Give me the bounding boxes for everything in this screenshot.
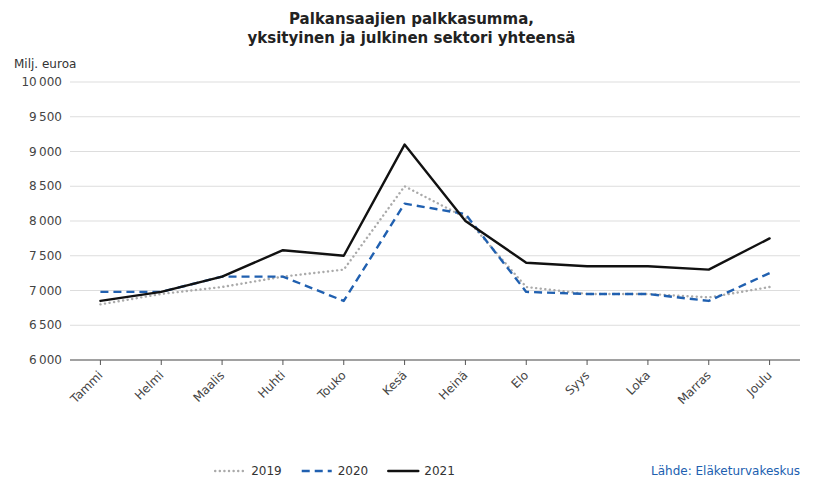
y-tick-label: 6 500 <box>29 318 62 332</box>
y-tick-label: 7 000 <box>29 284 62 298</box>
legend: 2019 2020 2021 <box>215 464 455 478</box>
grid <box>70 82 800 360</box>
x-tick-label: Kesä <box>380 368 410 398</box>
grid-line <box>70 186 800 187</box>
y-axis-label: Milj. euroa <box>14 57 76 71</box>
x-tick-label: Heinä <box>436 368 470 402</box>
y-tick-label: 9 500 <box>29 110 62 124</box>
series-line <box>100 204 769 301</box>
grid-line <box>70 116 800 117</box>
y-tick-label: 10 000 <box>21 75 62 89</box>
x-tick-label: Loka <box>623 368 653 398</box>
grid-line <box>70 290 800 291</box>
x-tick <box>465 360 466 365</box>
grid-line <box>70 360 800 361</box>
x-tick-label: Tammi <box>67 368 105 406</box>
x-tick <box>526 360 527 365</box>
grid-line <box>70 255 800 256</box>
x-tick <box>100 360 101 365</box>
x-axis-line <box>70 360 800 361</box>
x-tick-label: Joulu <box>743 368 774 399</box>
x-tick <box>222 360 223 365</box>
x-tick-label: Huhti <box>255 368 288 401</box>
series-line <box>100 145 769 301</box>
x-tick-label: Elo <box>509 368 532 391</box>
series-line <box>100 186 769 304</box>
y-tick-label: 6 000 <box>29 353 62 367</box>
x-tick <box>647 360 648 365</box>
x-tick <box>404 360 405 365</box>
series-lines <box>100 145 769 305</box>
legend-label: 2020 <box>338 464 369 478</box>
x-tick-label: Maalis <box>190 368 227 405</box>
chart: Palkansaajien palkkasumma,yksityinen ja … <box>0 0 823 501</box>
legend-label: 2021 <box>424 464 455 478</box>
y-tick-label: 8 000 <box>29 214 62 228</box>
grid-line <box>70 82 800 83</box>
legend-swatch <box>388 470 418 472</box>
x-tick <box>161 360 162 365</box>
source-label: Lähde: Eläketurvakeskus <box>651 464 800 478</box>
subtitle: yksityinen ja julkinen sektori yhteensä <box>247 29 575 47</box>
y-tick-label: 9 000 <box>29 145 62 159</box>
y-tick-label: 8 500 <box>29 179 62 193</box>
legend-label: 2019 <box>251 464 282 478</box>
grid-line <box>70 151 800 152</box>
x-tick <box>343 360 344 365</box>
x-tick-label: Marras <box>675 368 714 407</box>
legend-swatch <box>215 470 245 472</box>
x-tick-label: Helmi <box>132 368 166 402</box>
grid-line <box>70 221 800 222</box>
grid-line <box>70 325 800 326</box>
x-tick-label: Touko <box>314 368 349 403</box>
legend-swatch <box>302 470 332 472</box>
x-tick <box>282 360 283 365</box>
y-tick-label: 7 500 <box>29 249 62 263</box>
x-tick <box>708 360 709 365</box>
x-tick <box>587 360 588 365</box>
x-tick-label: Syys <box>562 368 592 398</box>
x-tick <box>769 360 770 365</box>
title: Palkansaajien palkkasumma, <box>289 10 534 28</box>
